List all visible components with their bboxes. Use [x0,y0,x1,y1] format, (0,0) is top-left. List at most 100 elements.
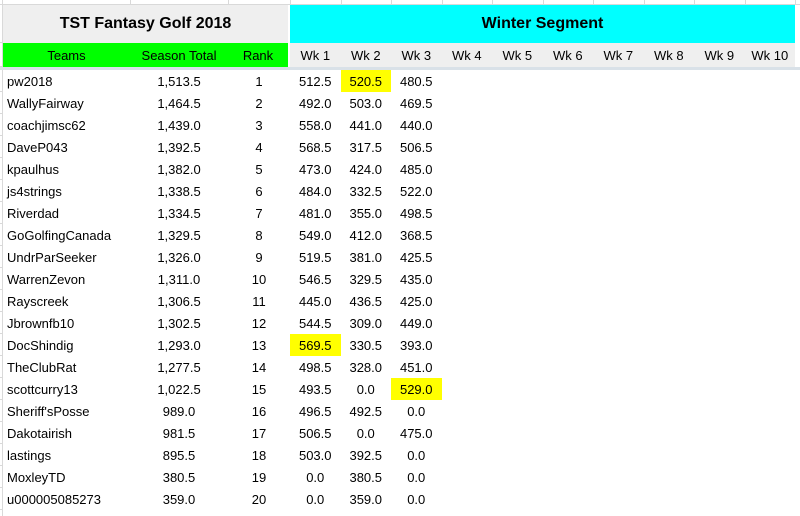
cell-rank[interactable]: 4 [255,139,263,155]
cell-season-total[interactable]: 1,464.5 [157,95,201,111]
cell-wk-6[interactable] [543,114,594,136]
cell-wk-8[interactable] [644,268,695,290]
cell-wk-7[interactable] [593,334,644,356]
cell-wk-1[interactable]: 558.0 [298,117,332,133]
cell-wk-9[interactable] [694,290,745,312]
column-header-wk-9[interactable]: Wk 9 [704,47,735,63]
cell-team[interactable]: TheClubRat [7,359,77,375]
cell-wk-8[interactable] [644,466,695,488]
cell-wk-7[interactable] [593,114,644,136]
cell-wk-10[interactable] [745,312,796,334]
cell-wk-2[interactable]: 380.5 [349,469,383,485]
cell-wk-6[interactable] [543,312,594,334]
cell-wk-3[interactable]: 440.0 [399,117,433,133]
cell-wk-6[interactable] [543,92,594,114]
cell-wk-10[interactable] [745,92,796,114]
cell-wk-4[interactable] [442,246,493,268]
cell-season-total[interactable]: 1,439.0 [157,117,201,133]
cell-wk-1[interactable]: 544.5 [298,315,332,331]
cell-team[interactable]: scottcurry13 [7,381,78,397]
cell-wk-7[interactable] [593,290,644,312]
column-header-teams[interactable]: Teams [47,47,86,63]
cell-wk-8[interactable] [644,136,695,158]
cell-wk-8[interactable] [644,70,695,92]
cell-season-total[interactable]: 989.0 [162,403,196,419]
cell-wk-8[interactable] [644,246,695,268]
cell-wk-6[interactable] [543,334,594,356]
cell-wk-10[interactable] [745,136,796,158]
cell-wk-5[interactable] [492,312,543,334]
cell-team[interactable]: Rayscreek [7,293,69,309]
cell-wk-4[interactable] [442,268,493,290]
cell-wk-7[interactable] [593,444,644,466]
cell-wk-10[interactable] [745,202,796,224]
cell-wk-10[interactable] [745,224,796,246]
cell-wk-4[interactable] [442,334,493,356]
cell-wk-2[interactable]: 441.0 [349,117,383,133]
cell-wk-8[interactable] [644,92,695,114]
cell-wk-5[interactable] [492,136,543,158]
cell-wk-10[interactable] [745,268,796,290]
cell-wk-3[interactable]: 0.0 [407,469,426,485]
cell-wk-9[interactable] [694,466,745,488]
cell-wk-8[interactable] [644,488,695,510]
cell-wk-9[interactable] [694,246,745,268]
cell-wk-7[interactable] [593,180,644,202]
cell-wk-1[interactable]: 0.0 [306,469,325,485]
cell-wk-8[interactable] [644,378,695,400]
cell-wk-2[interactable]: 381.0 [349,249,383,265]
cell-wk-9[interactable] [694,202,745,224]
cell-wk-1[interactable]: 496.5 [298,403,332,419]
cell-wk-6[interactable] [543,400,594,422]
cell-team[interactable]: js4strings [7,183,62,199]
cell-wk-4[interactable] [442,70,493,92]
cell-wk-6[interactable] [543,356,594,378]
cell-season-total[interactable]: 1,302.5 [157,315,201,331]
cell-wk-5[interactable] [492,158,543,180]
cell-season-total[interactable]: 1,513.5 [157,73,201,89]
cell-wk-10[interactable] [745,444,796,466]
cell-wk-6[interactable] [543,268,594,290]
cell-wk-5[interactable] [492,488,543,510]
cell-wk-3[interactable]: 0.0 [407,403,426,419]
cell-wk-3[interactable]: 425.5 [399,249,433,265]
column-header-wk-3[interactable]: Wk 3 [401,47,432,63]
column-header-wk-6[interactable]: Wk 6 [552,47,583,63]
cell-wk-10[interactable] [745,158,796,180]
cell-wk-7[interactable] [593,268,644,290]
cell-wk-1[interactable]: 568.5 [298,139,332,155]
cell-team[interactable]: GoGolfingCanada [7,227,112,243]
cell-wk-9[interactable] [694,378,745,400]
cell-wk-4[interactable] [442,92,493,114]
cell-wk-8[interactable] [644,356,695,378]
cell-rank[interactable]: 3 [255,117,263,133]
column-header-wk-4[interactable]: Wk 4 [451,47,482,63]
cell-rank[interactable]: 20 [251,491,267,507]
cell-wk-4[interactable] [442,312,493,334]
cell-team[interactable]: Riverdad [7,205,60,221]
cell-wk-8[interactable] [644,114,695,136]
cell-wk-8[interactable] [644,224,695,246]
cell-wk-4[interactable] [442,400,493,422]
cell-wk-7[interactable] [593,378,644,400]
cell-wk-8[interactable] [644,312,695,334]
cell-rank[interactable]: 11 [252,293,266,309]
cell-wk-9[interactable] [694,180,745,202]
column-header-season-total[interactable]: Season Total [141,47,217,63]
cell-team[interactable]: DaveP043 [7,139,68,155]
cell-wk-5[interactable] [492,202,543,224]
cell-season-total[interactable]: 1,392.5 [157,139,201,155]
cell-wk-6[interactable] [543,378,594,400]
cell-wk-5[interactable] [492,92,543,114]
cell-wk-4[interactable] [442,488,493,510]
cell-wk-4[interactable] [442,180,493,202]
cell-rank[interactable]: 19 [251,469,267,485]
cell-wk-8[interactable] [644,422,695,444]
column-header-wk-7[interactable]: Wk 7 [603,47,634,63]
cell-wk-1[interactable]: 569.5 [290,334,341,356]
cell-team[interactable]: DocShindig [7,337,74,353]
cell-wk-3[interactable]: 522.0 [399,183,433,199]
sheet-title-cell[interactable]: TST Fantasy Golf 2018 [3,5,288,43]
cell-wk-9[interactable] [694,158,745,180]
cell-wk-1[interactable]: 481.0 [298,205,332,221]
